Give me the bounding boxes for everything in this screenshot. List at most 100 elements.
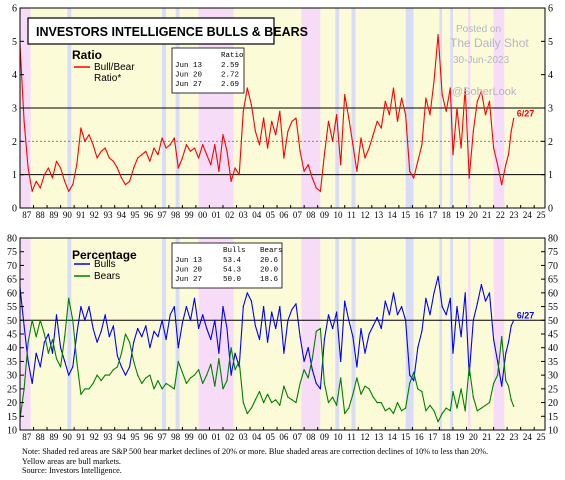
pct-data-point <box>380 402 382 404</box>
pct-data-point <box>388 407 390 409</box>
pct-data-point <box>76 360 78 362</box>
pct-data-point <box>88 388 90 390</box>
pct-data-point <box>189 377 192 379</box>
pct-y-tick-label-right: 65 <box>548 275 558 286</box>
pct-data-point <box>242 306 244 308</box>
pct-data-point <box>413 380 415 382</box>
pct-data-point <box>311 369 313 371</box>
ratio-x-tick-label: 04 <box>252 210 262 220</box>
pct-data-point <box>429 404 431 406</box>
ratio-data-point <box>39 187 41 189</box>
pct-shade-band <box>439 238 443 430</box>
footnote-line-2: Yellow areas are bull markets. <box>22 456 121 466</box>
pct-data-point <box>323 338 325 341</box>
ratio-x-tick-label: 91 <box>76 210 85 220</box>
pct-data-point <box>295 303 297 305</box>
pct-data-point <box>372 325 374 327</box>
pct-data-point <box>165 338 167 341</box>
ratio-table-cell: 2.72 <box>221 72 239 80</box>
ratio-data-point <box>299 150 301 152</box>
chart-title: INVESTORS INTELLIGENCE BULLS & BEARS <box>36 25 308 39</box>
pct-data-point <box>437 421 439 423</box>
ratio-table-cell: Jun 20 <box>175 72 203 80</box>
pct-data-point <box>173 388 175 390</box>
pct-data-point <box>153 388 155 390</box>
pct-data-point <box>513 319 515 321</box>
ratio-data-point <box>456 107 458 109</box>
pct-y-tick-label-left: 10 <box>7 426 17 437</box>
pct-table-header: Bears <box>260 247 283 255</box>
pct-data-point <box>35 336 37 338</box>
ratio-data-point <box>92 144 94 146</box>
pct-x-tick-label: 91 <box>76 432 85 442</box>
pct-data-point <box>510 399 512 401</box>
footnote: Note: Shaded red areas are S&P 500 bear … <box>22 447 552 476</box>
pct-data-point <box>31 382 33 384</box>
pct-x-tick-label: 08 <box>306 432 316 442</box>
pct-data-point <box>507 341 510 343</box>
pct-data-point <box>323 382 325 384</box>
pct-x-tick-label: 16 <box>415 432 425 442</box>
pct-y-tick-label-right: 55 <box>548 302 558 313</box>
pct-data-point <box>319 327 321 330</box>
pct-data-point <box>344 300 346 302</box>
pct-y-tick-label-left: 25 <box>7 384 17 395</box>
pct-data-point <box>23 325 25 327</box>
ratio-data-table-box <box>171 47 245 94</box>
ratio-data-point <box>84 140 86 142</box>
ratio-data-point <box>104 147 106 149</box>
pct-data-point <box>376 316 378 319</box>
ratio-data-point <box>169 144 171 146</box>
pct-data-point <box>100 380 102 382</box>
ratio-data-point <box>409 170 411 172</box>
pct-data-point <box>396 314 399 316</box>
pct-data-point <box>279 404 281 406</box>
pct-data-point <box>449 410 451 412</box>
pct-data-point <box>441 412 443 415</box>
pct-data-point <box>409 374 411 376</box>
pct-y-tick-label-right: 40 <box>548 343 558 354</box>
ratio-data-point <box>238 174 240 176</box>
pct-data-point <box>39 319 41 321</box>
pct-x-tick-label: 95 <box>131 432 141 442</box>
pct-data-point <box>27 360 29 362</box>
ratio-y-tick-label-left: 1 <box>12 170 17 181</box>
pct-data-point <box>181 322 183 324</box>
ratio-x-tick-label: 20 <box>469 210 479 220</box>
pct-data-point <box>417 347 419 349</box>
pct-x-tick-label: 18 <box>442 432 452 442</box>
pct-data-point <box>275 327 277 330</box>
pct-data-point <box>198 327 200 330</box>
ratio-series-bull-bear-ratio <box>19 34 515 192</box>
pct-data-point <box>327 402 330 404</box>
pct-y-tick-label-left: 30 <box>7 371 17 382</box>
ratio-data-point <box>480 90 482 92</box>
pct-y-tick-label-left: 15 <box>7 412 17 423</box>
ratio-x-tick-label: 90 <box>63 210 73 220</box>
pct-data-point <box>202 382 204 384</box>
ratio-data-point <box>493 147 495 149</box>
pct-data-point <box>149 374 151 376</box>
ratio-x-tick-label: 01 <box>212 210 221 220</box>
pct-data-point <box>460 388 462 390</box>
ratio-data-point <box>295 117 297 119</box>
ratio-data-point <box>153 147 155 149</box>
ratio-data-point <box>226 150 228 152</box>
pct-shade-band <box>67 238 72 430</box>
pct-data-point <box>149 347 151 349</box>
pct-x-tick-label: 93 <box>103 432 113 442</box>
ratio-data-point <box>230 180 232 182</box>
pct-data-point <box>100 330 102 332</box>
pct-table-cell: 50.0 <box>223 276 242 284</box>
ratio-data-point <box>352 144 354 146</box>
pct-data-point <box>311 358 313 360</box>
ratio-data-point <box>263 117 265 119</box>
pct-data-point <box>185 382 187 384</box>
ratio-data-point <box>218 170 220 172</box>
pct-data-point <box>43 341 46 343</box>
pct-y-tick-label-left: 60 <box>7 288 17 299</box>
pct-data-point <box>380 327 382 330</box>
pct-data-point <box>72 319 74 321</box>
pct-shade-band <box>405 238 414 430</box>
pct-data-point <box>218 352 220 354</box>
